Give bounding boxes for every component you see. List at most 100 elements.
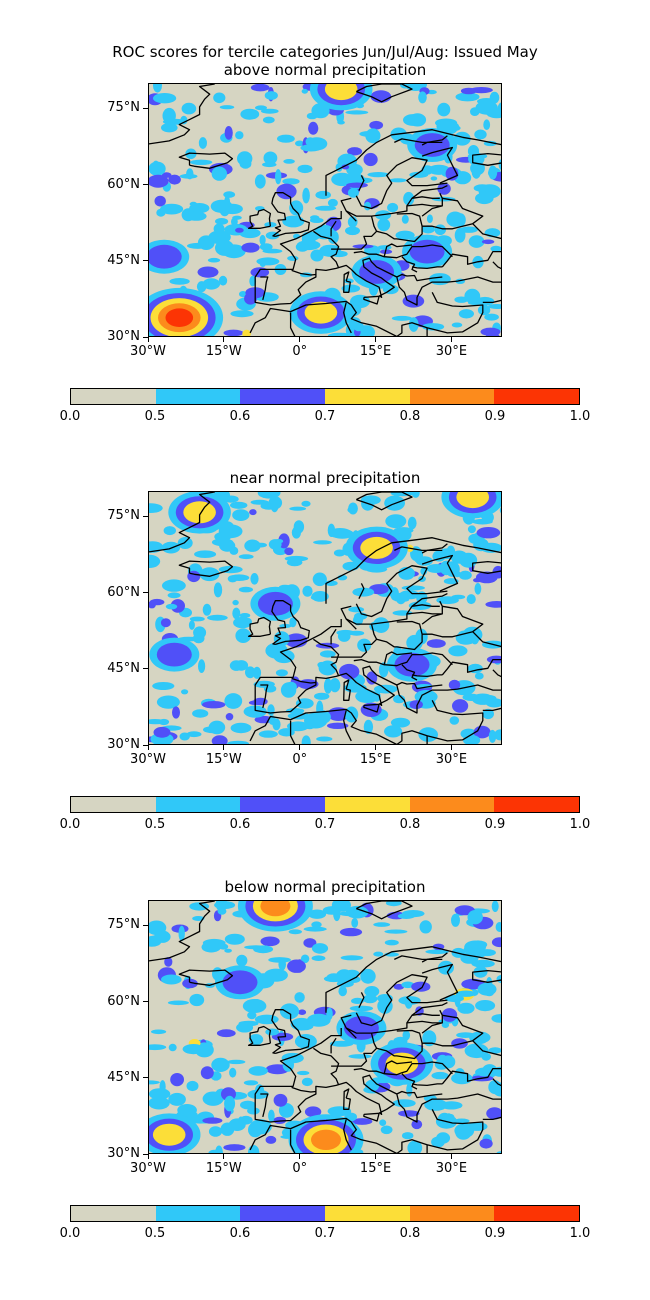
roc-patch <box>331 901 351 912</box>
coastline-path <box>178 969 234 986</box>
roc-patch <box>234 660 249 671</box>
roc-patch <box>369 120 384 130</box>
roc-patch <box>496 1151 501 1153</box>
roc-patch <box>238 586 253 593</box>
roc-patch <box>189 993 205 1007</box>
colorbar-label: 0.0 <box>59 817 81 832</box>
colorbar-segment <box>240 389 326 404</box>
coastline-path <box>249 292 484 336</box>
colorbar-label: 1.0 <box>569 409 591 424</box>
roc-patch <box>239 228 261 239</box>
roc-patch <box>337 120 345 125</box>
roc-patch <box>287 959 306 973</box>
roc-patch <box>464 288 481 304</box>
coastline-path <box>411 1013 440 1016</box>
coastline-path <box>363 703 380 713</box>
roc-patch <box>411 981 431 992</box>
roc-hotspot <box>304 301 338 324</box>
roc-patch <box>219 105 235 110</box>
coastline-path <box>356 901 413 920</box>
roc-patch <box>255 105 267 111</box>
roc-patch <box>310 594 322 601</box>
roc-patch <box>192 709 209 718</box>
coastline-path <box>394 138 443 144</box>
colorbar-label: 0.8 <box>399 409 421 424</box>
map-panel <box>148 900 502 1154</box>
lat-tick <box>143 924 148 926</box>
roc-patch <box>384 939 399 946</box>
roc-patch <box>316 736 333 742</box>
roc-patch <box>364 201 371 211</box>
roc-patch <box>240 1100 256 1110</box>
roc-patch <box>198 659 206 673</box>
lat-tick <box>143 184 148 186</box>
roc-patch <box>486 1107 501 1120</box>
coastline-path <box>482 299 501 304</box>
roc-patch <box>403 191 415 206</box>
coastline-path <box>421 543 448 554</box>
roc-patch <box>301 88 308 94</box>
roc-patch <box>169 278 190 285</box>
coastline-path <box>411 674 443 678</box>
coastline-path <box>358 992 365 1008</box>
roc-patch <box>223 329 244 336</box>
coastline-path <box>384 652 453 667</box>
roc-patch <box>232 509 250 521</box>
roc-patch <box>192 916 205 921</box>
roc-patch <box>384 725 403 738</box>
roc-patch <box>264 91 278 100</box>
roc-patch <box>495 922 501 932</box>
lat-label: 45°N <box>107 252 140 268</box>
roc-patch <box>224 933 245 945</box>
roc-patch <box>339 927 363 937</box>
coastline-path <box>271 1009 310 1055</box>
lat-label: 45°N <box>107 1069 140 1085</box>
coastline-path <box>247 616 272 637</box>
roc-patch <box>247 1107 260 1115</box>
roc-patch <box>177 537 193 549</box>
roc-patch <box>401 214 409 224</box>
roc-patch <box>471 959 495 968</box>
roc-patch <box>294 1034 317 1049</box>
roc-patch <box>160 203 184 215</box>
lat-label: 60°N <box>107 584 140 600</box>
roc-patch <box>178 925 185 942</box>
roc-patch <box>233 616 252 629</box>
coastline-path <box>442 1014 484 1042</box>
coastline-path <box>422 631 501 648</box>
coastline-path <box>331 215 378 250</box>
roc-patch <box>373 951 384 957</box>
roc-patch <box>346 182 368 188</box>
roc-patch <box>241 242 260 253</box>
coastline-path <box>441 250 501 268</box>
roc-patch <box>262 248 283 254</box>
roc-patch <box>421 225 435 234</box>
coastline-path <box>358 175 365 191</box>
roc-patch <box>477 982 497 996</box>
roc-patch <box>345 110 369 115</box>
roc-patch <box>242 999 267 1013</box>
colorbar-label: 0.6 <box>229 1226 251 1241</box>
roc-patch <box>364 986 380 997</box>
lon-tick <box>375 745 377 750</box>
roc-patch <box>207 614 228 621</box>
roc-patch <box>198 137 207 149</box>
roc-patch <box>193 626 207 639</box>
roc-patch <box>149 554 161 568</box>
roc-patch <box>402 294 425 308</box>
roc-patch <box>152 682 175 690</box>
roc-patch <box>441 1008 458 1022</box>
colorbar-segment <box>325 797 410 812</box>
roc-patch <box>224 195 231 210</box>
roc-patch <box>472 518 493 525</box>
roc-patch <box>168 1043 177 1052</box>
coastline-path <box>376 620 423 651</box>
roc-patch <box>474 672 484 680</box>
roc-patch <box>419 920 432 934</box>
roc-patch <box>462 693 480 701</box>
roc-patch <box>377 218 391 232</box>
lon-label: 30°E <box>435 1161 468 1176</box>
roc-patch <box>466 594 476 605</box>
roc-patch <box>407 516 417 530</box>
roc-patch <box>153 84 162 93</box>
